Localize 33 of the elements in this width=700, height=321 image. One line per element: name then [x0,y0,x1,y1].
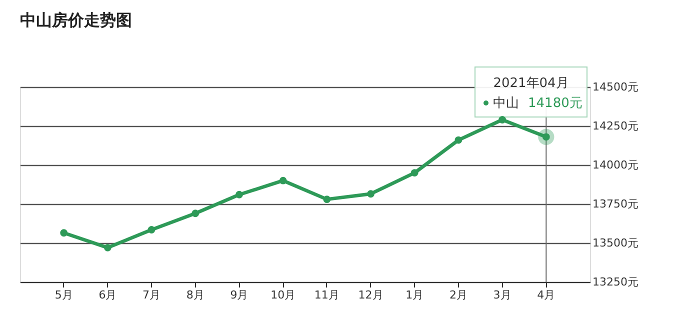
y-tick-label: 14250元 [592,120,638,132]
annotation: 2021年04月 [493,76,569,91]
data-label: 14180元 [528,96,582,111]
x-tick-label: 6月 [98,288,117,302]
x-tick-label: 9月 [230,288,248,302]
point [60,229,68,237]
x-tick-label: 8月 [186,288,204,302]
point [279,176,287,184]
y-tick-label: 14000元 [592,158,638,172]
x-tick-label: 1月 [406,288,424,302]
point [192,210,200,218]
point [323,196,331,204]
y-tick-label: 13750元 [592,198,638,210]
y-tick-label: 13250元 [592,276,638,288]
x-tick-label: 4月 [537,288,556,302]
x-tick-label: 11月 [314,288,340,302]
x-tick-label: 5月 [54,288,73,302]
point [148,226,156,234]
x-tick-label: 10月 [270,288,296,302]
y-tick-label: 14500元 [592,80,638,94]
x-tick-label: 2月 [449,288,468,302]
x-tick-label: 7月 [142,288,161,302]
y-tick-label: 13500元 [592,236,638,250]
x-tick-label: 12月 [358,288,384,302]
point [454,136,462,144]
point [498,116,506,124]
legend-label: 中山 [493,96,519,111]
point [367,190,374,198]
point [410,169,418,176]
point [104,244,112,252]
x-tick-label: 3月 [493,288,512,302]
point [236,190,243,198]
chart-title: 中山房价走势图 [20,10,132,30]
